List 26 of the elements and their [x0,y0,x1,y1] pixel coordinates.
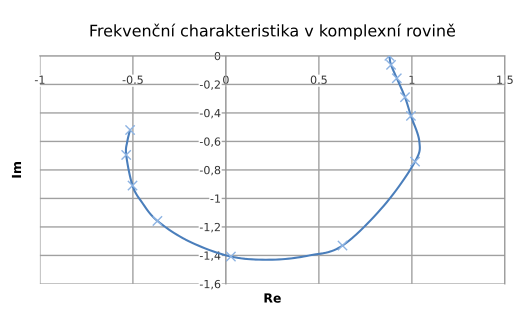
x-tick-label: 1,5 [497,76,513,86]
point [386,60,396,70]
y-tick-label: -1,2 [200,222,220,232]
y-tick-label: -0,6 [200,137,220,147]
point [337,240,348,251]
point [410,156,420,167]
point [120,150,132,160]
point [124,124,136,136]
y-tick-label: -0,2 [200,80,220,90]
x-axis-title: Re [264,293,281,303]
x-tick-label: 0,5 [310,76,327,86]
point [226,251,236,262]
point [400,92,410,103]
y-tick-label: -0,8 [200,166,220,176]
x-tick-label: 1 [410,76,414,84]
y-tick-label: -0,4 [200,108,220,118]
point [391,72,402,84]
x-tick-label: -0,5 [122,76,143,86]
point [406,110,416,122]
y-tick-label: -1,6 [200,280,220,290]
chart-title: Frekvenční charakteristika v komplexní rovině [90,24,456,40]
point [127,180,138,191]
y-axis-title: Im [12,162,22,178]
y-tick-label: -1 [210,194,220,203]
point [152,216,163,226]
x-tick-label: -1 [34,76,44,84]
